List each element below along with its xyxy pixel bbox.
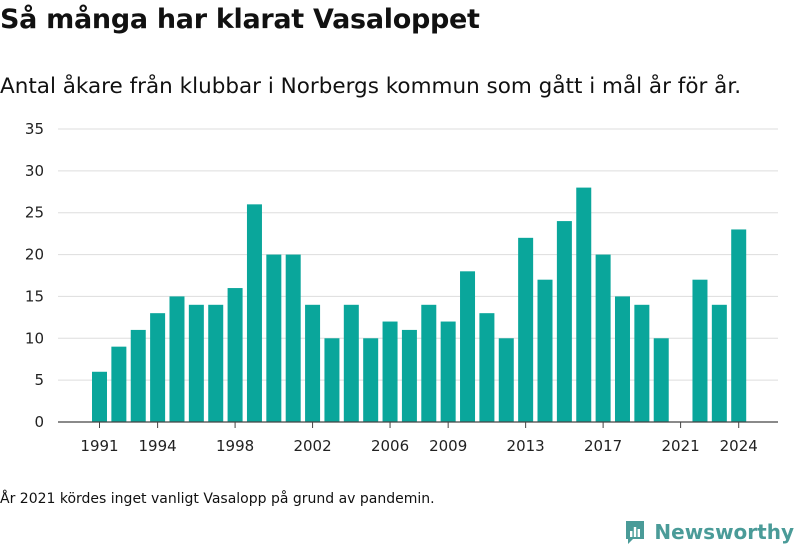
x-axis-ticks: 1991 1994 1998 2002 2006 2009 2013 2017 2021 2024 [80,422,758,455]
y-tick-label: 30 [25,162,44,180]
x-tick-label: 2024 [720,437,758,455]
bar-2011[interactable] [479,313,495,422]
bar-2003[interactable] [324,338,340,422]
bar-2022[interactable] [692,279,708,422]
footnote: År 2021 kördes inget vanligt Vasalopp på… [0,491,435,507]
brand-name: Newsworthy [654,520,794,544]
y-tick-label: 25 [25,204,44,222]
bar-1991[interactable] [92,371,107,422]
x-tick-label: 2013 [507,437,545,455]
x-tick-label: 2017 [584,437,622,455]
y-tick-label: 15 [25,287,44,305]
bar-2000[interactable] [266,254,282,422]
bar-2014[interactable] [537,279,553,422]
bar-2013[interactable] [518,237,534,422]
bar-2004[interactable] [343,304,359,422]
x-tick-label: 2009 [429,437,467,455]
bar-2016[interactable] [576,187,592,422]
chart-subtitle: Antal åkare från klubbar i Norbergs komm… [0,74,742,99]
x-tick-label: 2021 [662,437,700,455]
y-tick-label: 35 [25,120,44,138]
bar-1996[interactable] [188,304,204,422]
bar-2008[interactable] [421,304,437,422]
bar-1998[interactable] [227,288,243,422]
bar-2017[interactable] [595,254,611,422]
bar-2001[interactable] [285,254,301,422]
bar-2007[interactable] [401,329,417,422]
bar-chart: 0 5 10 15 20 25 30 35 1991 1994 1998 2002 2006 2009 2… [25,120,778,455]
bar-2005[interactable] [363,338,379,422]
y-tick-label: 10 [25,329,44,347]
chart-title: Så många har klarat Vasaloppet [0,4,480,35]
bar-2019[interactable] [634,304,650,422]
bar-2010[interactable] [460,271,476,422]
bar-2020[interactable] [653,338,669,422]
bar-2012[interactable] [498,338,514,422]
gridlines [58,128,778,381]
bar-2009[interactable] [440,321,456,422]
x-tick-label: 1991 [80,437,118,455]
bar-2015[interactable] [556,221,572,422]
bar-2023[interactable] [711,304,727,422]
bar-2018[interactable] [614,296,630,422]
bar-1995[interactable] [169,296,185,422]
y-tick-label: 20 [25,246,44,264]
brand-logo[interactable]: Newsworthy [624,519,794,545]
x-tick-label: 1994 [139,437,177,455]
x-tick-label: 1998 [216,437,254,455]
bar-2002[interactable] [305,304,321,422]
bar-1992[interactable] [111,346,127,422]
y-tick-label: 5 [34,371,44,389]
newsworthy-logo-icon [626,521,645,544]
bar-1999[interactable] [246,204,262,422]
bars [92,187,747,422]
x-tick-label: 2002 [293,437,331,455]
bar-1994[interactable] [150,313,166,422]
bar-2006[interactable] [382,321,398,422]
bar-2024[interactable] [731,229,747,422]
y-axis-ticks: 0 5 10 15 20 25 30 35 [25,120,44,431]
bar-1993[interactable] [130,329,146,422]
bar-1997[interactable] [208,304,224,422]
x-tick-label: 2006 [371,437,409,455]
y-tick-label: 0 [34,413,44,431]
